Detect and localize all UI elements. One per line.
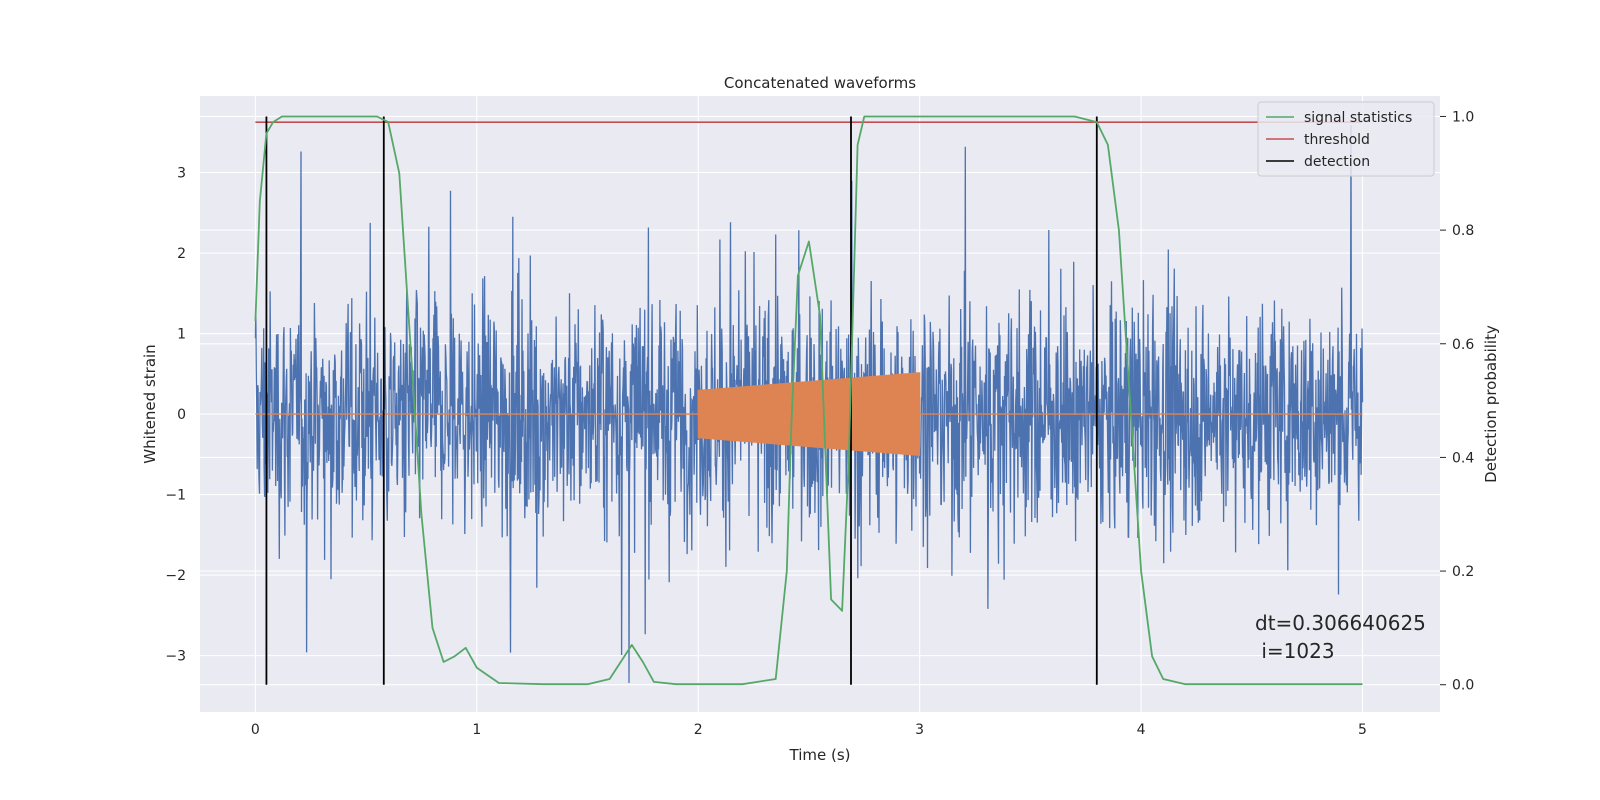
x-tick-label: 5: [1358, 722, 1367, 738]
x-tick-label: 1: [472, 722, 481, 738]
y-axis-left-ticks: −3 −2 −1 0 1 2 3: [165, 165, 186, 664]
chart-title: Concatenated waveforms: [724, 74, 916, 92]
x-tick-label: 2: [694, 722, 703, 738]
y-axis-right-label: Detection probability: [1482, 325, 1500, 483]
legend-label-signal-statistics: signal statistics: [1304, 110, 1412, 126]
legend-label-threshold: threshold: [1304, 132, 1370, 148]
y-right-tick-label: 0.8: [1452, 223, 1474, 239]
y-right-tick-label: 0.2: [1452, 564, 1474, 580]
y-right-tick-label: 0.0: [1452, 678, 1474, 694]
y-tick-label: −2: [165, 568, 186, 584]
x-axis-ticks: 0 1 2 3 4 5: [251, 722, 1367, 738]
x-axis-label: Time (s): [789, 746, 851, 764]
y-tick-label: 3: [177, 165, 186, 181]
signal-statistics-series: [254, 115, 1363, 686]
y-tick-label: 1: [177, 327, 186, 343]
injection-line: [255, 372, 1363, 456]
y-axis-left-label: Whitened strain: [141, 344, 159, 463]
y-right-tick-label: 1.0: [1452, 109, 1474, 125]
injection-series: [255, 372, 1363, 456]
annotation-dt: dt=0.306640625: [1255, 611, 1426, 635]
x-tick-label: 3: [915, 722, 924, 738]
y-right-tick-label: 0.6: [1452, 337, 1474, 353]
y-tick-label: −3: [165, 649, 186, 665]
annotation-index: i=1023: [1255, 639, 1335, 663]
y-tick-label: 2: [177, 246, 186, 262]
x-tick-label: 4: [1137, 722, 1146, 738]
legend-box: [1257, 101, 1435, 177]
y-axis-right-ticks: 0.0 0.2 0.4 0.6 0.8 1.0: [1440, 109, 1474, 694]
x-tick-label: 0: [251, 722, 260, 738]
y-tick-label: 0: [177, 407, 186, 423]
y-tick-label: −1: [165, 488, 186, 504]
y-right-tick-label: 0.4: [1452, 450, 1474, 466]
legend: signal statistics threshold detection: [1257, 101, 1435, 177]
signal-statistics-line: [254, 115, 1363, 686]
legend-label-detection: detection: [1304, 154, 1370, 170]
